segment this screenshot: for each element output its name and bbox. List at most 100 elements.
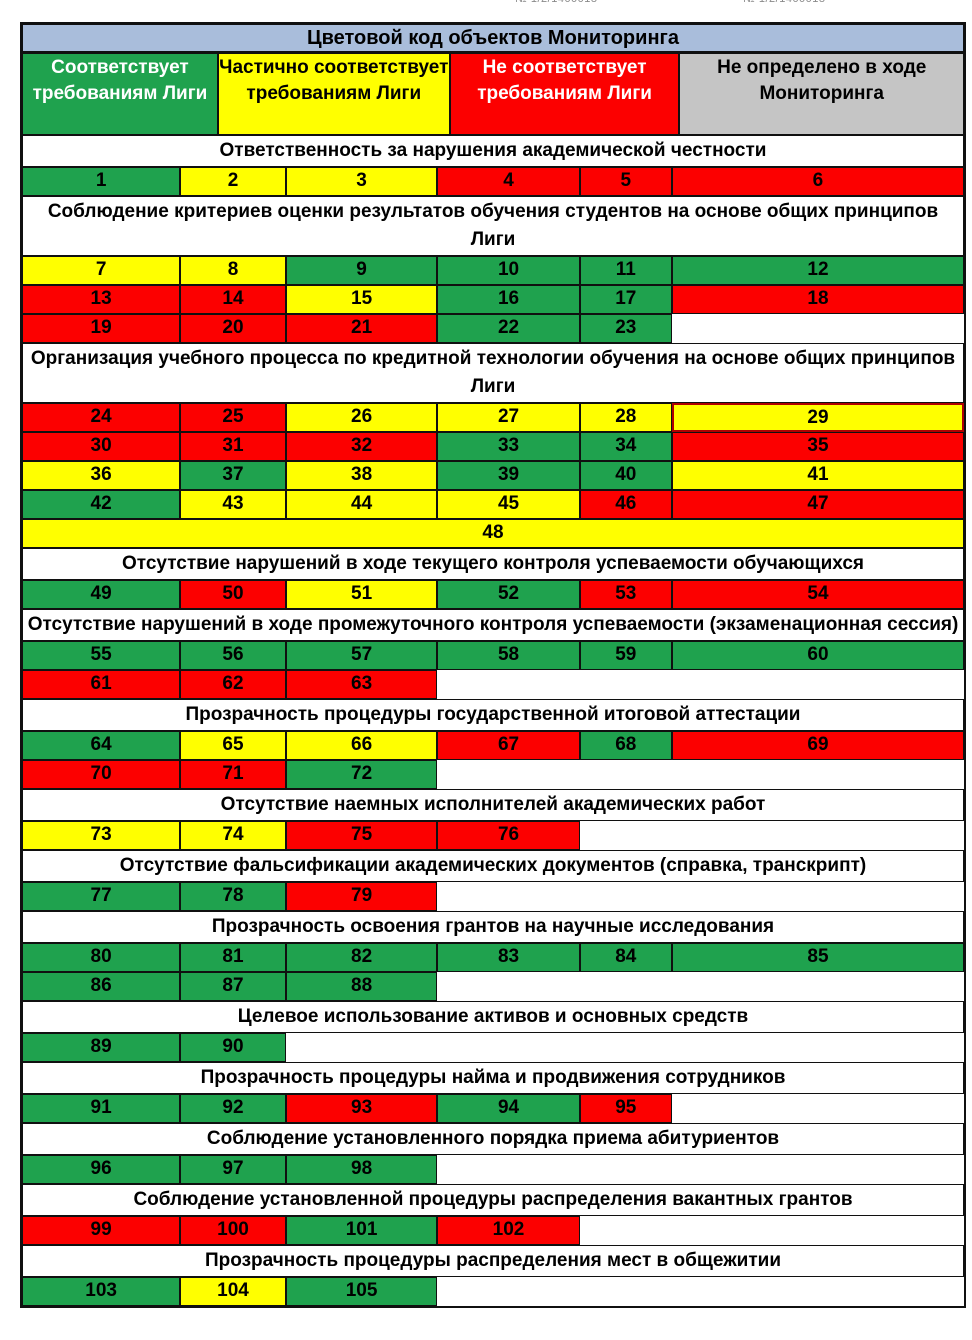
object-cell-73: 73 [22,821,181,850]
object-cell-87: 87 [180,972,286,1001]
section-title-10: Целевое использование активов и основных… [22,1001,964,1033]
object-cell-61: 61 [22,670,181,699]
section-title-4: Отсутствие нарушений в ходе текущего кон… [22,548,964,580]
object-cell-59: 59 [579,641,672,670]
object-cell-51: 51 [285,580,438,609]
object-cell-84: 84 [579,943,672,972]
object-cell-46: 46 [579,490,672,519]
object-cell-91: 91 [22,1094,181,1123]
object-cell-86: 86 [22,972,181,1001]
object-cell-24: 24 [22,403,181,432]
page-artifact-right: № 1/2/1400018 [743,0,853,8]
object-row: 64 65 66 67 68 69 [22,731,964,760]
object-row: 55 56 57 58 59 60 [22,641,964,670]
object-row: 89 90 [22,1033,964,1062]
section-title-2: Соблюдение критериев оценки результатов … [22,196,964,256]
object-cell-42: 42 [22,490,181,519]
section-title-5: Отсутствие нарушений в ходе промежуточно… [22,609,964,641]
object-cell-83: 83 [437,943,580,972]
section-title-12: Соблюдение установленного порядка приема… [22,1123,964,1155]
object-row: 30 31 32 33 34 35 [22,432,964,461]
object-cell-81: 81 [180,943,286,972]
object-cell-82: 82 [285,943,438,972]
object-cell-32: 32 [285,432,438,461]
object-cell-62: 62 [180,670,286,699]
section-title-8: Отсутствие фальсификации академических д… [22,850,964,882]
object-cell-44: 44 [285,490,438,519]
object-cell-98: 98 [285,1155,438,1184]
row-empty-space [579,1216,964,1245]
object-cell-3: 3 [285,167,438,196]
object-cell-12: 12 [671,256,964,285]
object-cell-79: 79 [285,882,438,911]
row-empty-space [437,1277,964,1306]
row-empty-space [437,1155,964,1184]
legend-compliant-label: Соответствует требованиям Лиги [32,57,208,104]
object-cell-57: 57 [285,641,438,670]
object-row: 42 43 44 45 46 47 [22,490,964,519]
section-title-11: Прозрачность процедуры найма и продвижен… [22,1062,964,1094]
row-empty-space [437,882,964,911]
row-empty-space [671,1094,964,1123]
object-cell-19: 19 [22,314,181,343]
object-cell-17: 17 [579,285,672,314]
row-empty-space [437,670,964,699]
object-cell-27: 27 [437,403,580,432]
sections-container: Ответственность за нарушения академическ… [22,135,964,1306]
object-cell-70: 70 [22,760,181,789]
object-cell-20: 20 [180,314,286,343]
object-cell-64: 64 [22,731,181,760]
object-cell-23: 23 [579,314,672,343]
table-header: Цветовой код объектов Мониторинга [22,24,964,53]
object-cell-75: 75 [285,821,438,850]
monitoring-color-code-table: Цветовой код объектов Мониторинга Соотве… [20,22,966,1308]
legend-undetermined: Не определено в ходе Мониторинга [679,53,964,135]
object-cell-76: 76 [437,821,580,850]
object-cell-6: 6 [671,167,964,196]
object-cell-9: 9 [285,256,438,285]
object-cell-47: 47 [671,490,964,519]
object-cell-39: 39 [437,461,580,490]
legend-partially-compliant-label: Частично соответствует требованиям Лиги [219,57,449,104]
object-cell-80: 80 [22,943,181,972]
object-cell-105: 105 [285,1277,438,1306]
row-empty-space [437,760,964,789]
object-cell-72: 72 [285,760,438,789]
object-cell-56: 56 [180,641,286,670]
object-cell-97: 97 [180,1155,286,1184]
object-row: 24 25 26 27 28 29 [22,403,964,432]
row-empty-space [671,314,964,343]
object-cell-7: 7 [22,256,181,285]
object-cell-8: 8 [180,256,286,285]
object-cell-41: 41 [671,461,964,490]
object-row: 19 20 21 22 23 [22,314,964,343]
object-cell-14: 14 [180,285,286,314]
object-cell-49: 49 [22,580,181,609]
object-cell-40: 40 [579,461,672,490]
section-title-1: Ответственность за нарушения академическ… [22,135,964,167]
object-cell-48: 48 [22,519,964,548]
row-empty-space [579,821,964,850]
section-title-9: Прозрачность освоения грантов на научные… [22,911,964,943]
section-title-14: Прозрачность процедуры распределения мес… [22,1245,964,1277]
object-cell-102: 102 [437,1216,580,1245]
object-row: 70 71 72 [22,760,964,789]
object-cell-22: 22 [437,314,580,343]
object-cell-35: 35 [671,432,964,461]
object-cell-54: 54 [671,580,964,609]
object-cell-13: 13 [22,285,181,314]
object-row: 36 37 38 39 40 41 [22,461,964,490]
object-cell-101: 101 [285,1216,438,1245]
object-cell-2: 2 [180,167,286,196]
object-cell-88: 88 [285,972,438,1001]
object-cell-10: 10 [437,256,580,285]
object-cell-26: 26 [285,403,438,432]
object-cell-69: 69 [671,731,964,760]
object-cell-93: 93 [285,1094,438,1123]
object-cell-67: 67 [437,731,580,760]
object-cell-34: 34 [579,432,672,461]
object-cell-33: 33 [437,432,580,461]
object-cell-95: 95 [579,1094,672,1123]
object-cell-85: 85 [671,943,964,972]
